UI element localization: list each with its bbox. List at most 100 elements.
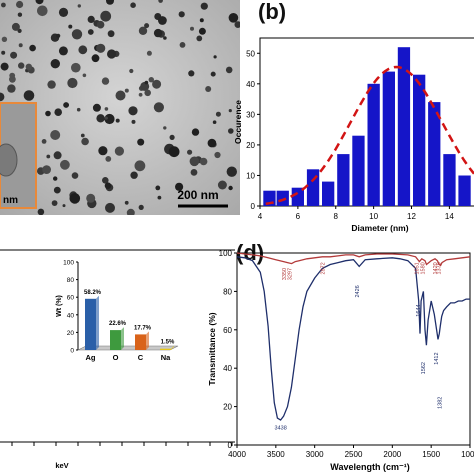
nanoparticle xyxy=(96,43,106,53)
nanoparticle xyxy=(234,21,240,28)
histogram-bar xyxy=(428,102,441,206)
nanoparticle xyxy=(87,15,95,23)
ftir-spectrum: 0 20 40 60 80 100 4000 3500 3000 2500 2000 1500 1000… xyxy=(207,249,474,472)
nanoparticle xyxy=(29,44,36,52)
nanoparticle xyxy=(1,50,6,55)
nanoparticle xyxy=(131,119,136,124)
nanoparticle xyxy=(228,128,234,134)
nanoparticle xyxy=(7,84,16,93)
nanoparticle xyxy=(199,18,204,23)
nanoparticle xyxy=(42,165,51,175)
y-tick-label: 10 xyxy=(246,171,255,180)
histogram-bar xyxy=(322,181,335,206)
nanoparticle xyxy=(101,77,110,85)
nanoparticle xyxy=(23,90,35,101)
nanoparticle xyxy=(76,107,81,112)
peak-annotation: 1644 xyxy=(416,304,422,316)
nanoparticle xyxy=(189,156,200,167)
nanoparticle xyxy=(104,182,112,189)
inset-y-tick-label: 40 xyxy=(67,312,75,319)
nanoparticle xyxy=(155,185,161,191)
nanoparticle xyxy=(35,0,44,5)
nanoparticle xyxy=(105,202,115,213)
nanoparticle xyxy=(71,29,83,40)
nanoparticle xyxy=(212,120,217,124)
composition-bar xyxy=(160,348,171,350)
histogram-bar xyxy=(306,169,320,206)
nanoparticle xyxy=(213,55,217,59)
nanoparticle xyxy=(46,154,51,159)
nanoparticle xyxy=(96,20,105,29)
nanoparticle xyxy=(190,169,198,176)
nanoparticle xyxy=(198,27,206,35)
x-tick-label: 6 xyxy=(296,212,301,221)
y-tick-label: 100 xyxy=(219,249,233,258)
peak-annotation: 1382 xyxy=(437,397,443,409)
nanoparticle xyxy=(100,10,112,22)
nanoparticle xyxy=(169,134,175,140)
composition-category-label: Na xyxy=(161,353,171,362)
nanoparticle xyxy=(58,46,68,56)
composition-category-label: O xyxy=(113,353,119,362)
x-tick-label: 14 xyxy=(445,212,454,221)
histogram-bar xyxy=(443,154,456,206)
nanoparticle xyxy=(178,11,185,18)
composition-value-label: 58.2% xyxy=(84,290,102,296)
y-tick-label: 80 xyxy=(223,287,232,296)
nanoparticle xyxy=(10,51,18,59)
nanoparticle xyxy=(115,90,126,101)
nanoparticle xyxy=(17,12,23,17)
histogram-bar xyxy=(276,190,289,206)
y-axis-label: Transmittance (%) xyxy=(207,312,217,385)
histogram-bar xyxy=(337,154,350,206)
nanoparticle xyxy=(152,79,162,89)
scale-bar-label: 200 nm xyxy=(177,188,218,202)
histogram-bar xyxy=(397,47,411,207)
nanoparticle xyxy=(129,68,134,74)
nanoparticle xyxy=(138,204,144,210)
nanoparticle xyxy=(16,0,24,9)
nanoparticle xyxy=(153,102,164,113)
nanoparticle xyxy=(56,33,61,38)
nanoparticle xyxy=(68,24,73,29)
plot-frame xyxy=(236,252,471,446)
nanoparticle xyxy=(104,113,115,125)
nanoparticle xyxy=(45,110,51,117)
nanoparticle xyxy=(0,62,9,71)
nanoparticle xyxy=(54,108,62,116)
nanoparticle xyxy=(87,29,94,35)
nanoparticle xyxy=(71,62,81,73)
histogram-bar xyxy=(367,83,380,206)
nanoparticle xyxy=(163,36,167,40)
nanoparticle xyxy=(148,77,154,83)
nanoparticle xyxy=(50,130,61,140)
composition-bar xyxy=(135,334,146,350)
inset-y-axis-label: Wt (%) xyxy=(56,295,63,317)
nanoparticle xyxy=(126,208,135,215)
nanoparticle xyxy=(124,200,129,205)
nanoparticle xyxy=(63,102,69,108)
inset-y-tick-label: 100 xyxy=(63,260,74,267)
red-spectrum-line xyxy=(236,252,471,267)
nanoparticle xyxy=(37,5,48,17)
peak-annotation: 3350 xyxy=(282,268,288,280)
inset-y-tick-label: 0 xyxy=(70,348,74,355)
x-tick-label: 4 xyxy=(258,212,263,221)
nanoparticle xyxy=(158,16,167,25)
nanoparticle xyxy=(128,106,138,116)
nanoparticle xyxy=(138,92,143,97)
nanoparticle xyxy=(124,88,129,93)
nanoparticle xyxy=(69,193,81,204)
nanoparticle xyxy=(60,159,70,170)
histogram-bar xyxy=(291,187,304,206)
peak-annotation: 1651 xyxy=(415,262,421,274)
nanoparticle xyxy=(53,151,62,160)
nanoparticle xyxy=(134,160,146,172)
nanoparticle xyxy=(71,172,79,179)
y-tick-label: 60 xyxy=(223,326,232,335)
x-tick-label: 1000 xyxy=(461,450,474,459)
composition-bar-side xyxy=(146,331,149,350)
nanoparticle xyxy=(179,42,186,48)
x-tick-label: 3000 xyxy=(306,450,324,459)
inset-particle xyxy=(0,143,18,177)
